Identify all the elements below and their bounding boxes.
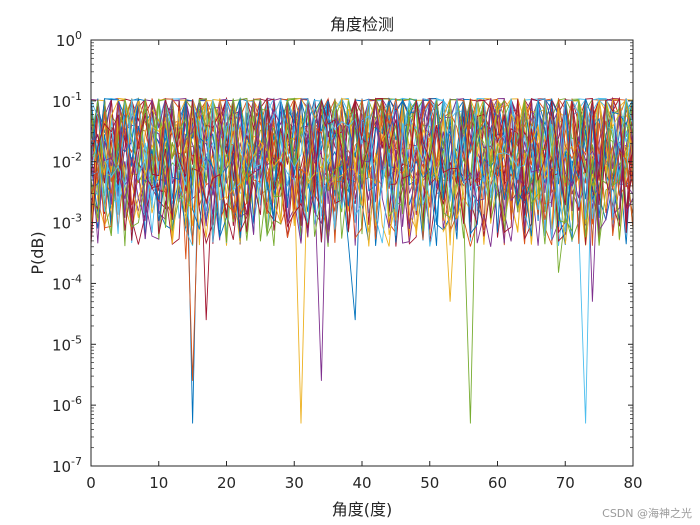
- series-layer: [91, 96, 633, 424]
- x-tick-label: 50: [420, 474, 439, 492]
- series-line: [91, 98, 633, 246]
- x-tick-label: 30: [285, 474, 304, 492]
- y-tick-label: 10-5: [52, 333, 82, 354]
- x-tick-label: 10: [149, 474, 168, 492]
- x-axis-label: 角度(度): [332, 500, 393, 519]
- x-tick-label: 0: [86, 474, 96, 492]
- y-tick-label: 10-3: [52, 212, 82, 233]
- x-tick-label: 80: [623, 474, 642, 492]
- series-line: [91, 98, 633, 246]
- y-tick-label: 10-4: [52, 272, 82, 293]
- x-tick-label: 70: [556, 474, 575, 492]
- x-axis: 0 10 20 30 40 50 60 70 80: [86, 40, 643, 492]
- y-tick-label: 10-6: [52, 394, 82, 415]
- y-axis: 10-7 10-6 10-5 10-4 10-3 10-2 10-1 100: [52, 29, 633, 476]
- y-tick-label: 100: [56, 29, 82, 50]
- watermark: CSDN @海神之光: [602, 507, 692, 520]
- x-tick-label: 20: [217, 474, 236, 492]
- series-line: [91, 97, 633, 244]
- y-tick-label: 10-2: [52, 151, 82, 172]
- x-tick-label: 40: [352, 474, 371, 492]
- chart-title: 角度检测: [330, 15, 394, 34]
- series-line: [91, 98, 633, 236]
- series-line: [91, 98, 633, 240]
- series-line: [91, 97, 633, 233]
- y-tick-label: 10-7: [52, 455, 82, 476]
- y-tick-label: 10-1: [52, 90, 82, 111]
- y-axis-label: P(dB): [28, 231, 47, 274]
- x-tick-label: 60: [488, 474, 507, 492]
